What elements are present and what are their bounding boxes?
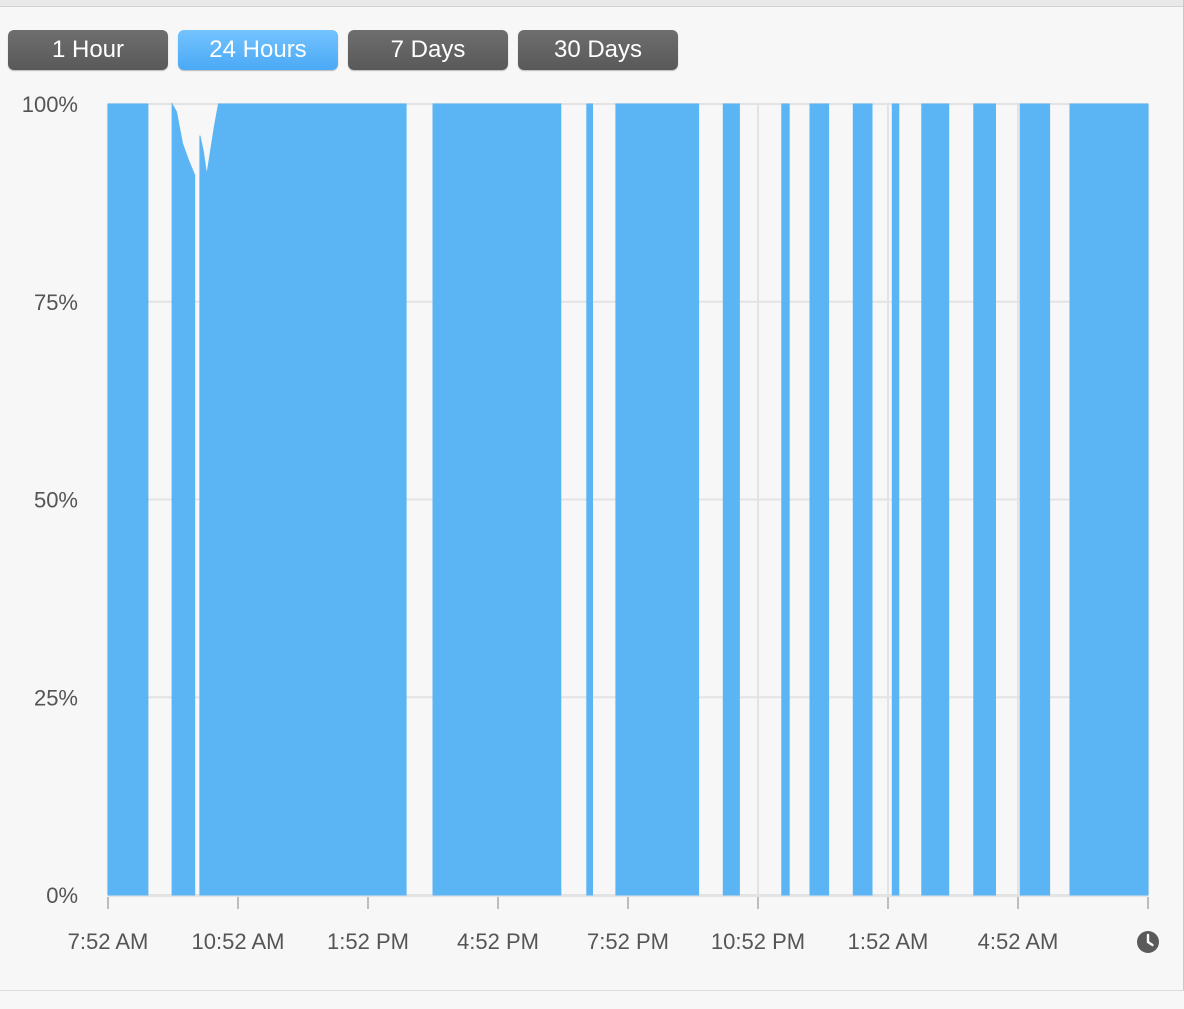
clock-icon[interactable] [1136,930,1160,959]
usage-segment [921,103,950,896]
usage-segment [781,103,790,896]
y-tick-label: 75% [34,290,78,315]
x-tick-label: 10:52 PM [711,929,805,954]
x-tick-label: 7:52 AM [68,929,149,954]
usage-segment [891,103,900,896]
tab-30-days[interactable]: 30 Days [518,30,678,70]
usage-segment [852,103,873,896]
tab-7-days[interactable]: 7 Days [348,30,508,70]
usage-segment [171,102,196,896]
usage-chart: 100% 75% 50% 25% 0% 7:52 AM 10:52 AM 1:52 PM 4:5… [22,92,1149,954]
usage-segment [107,103,149,896]
usage-segment [973,103,996,896]
usage-segment [586,103,593,896]
x-tick-label: 1:52 AM [848,929,929,954]
usage-segment [1069,103,1149,896]
y-tick-label: 50% [34,488,78,513]
x-tick-label: 4:52 PM [457,929,539,954]
x-tick-label: 1:52 PM [327,929,409,954]
y-tick-label: 0% [46,883,78,908]
y-tick-label: 25% [34,685,78,710]
usage-segment [1019,103,1051,896]
y-tick-label: 100% [22,92,78,117]
usage-segment [199,103,407,896]
time-range-tabs: 1 Hour 24 Hours 7 Days 30 Days [8,30,678,70]
usage-segment [432,103,562,896]
x-tick-label: 10:52 AM [192,929,285,954]
usage-segment [722,103,740,896]
cropped-text-strip [0,990,1184,1009]
x-tick-label: 7:52 PM [587,929,669,954]
window-top-edge [0,0,1184,7]
tab-24-hours[interactable]: 24 Hours [178,30,338,70]
usage-segment [809,103,830,896]
tab-1-hour[interactable]: 1 Hour [8,30,168,70]
usage-segment [615,103,700,896]
x-tick-label: 4:52 AM [978,929,1059,954]
